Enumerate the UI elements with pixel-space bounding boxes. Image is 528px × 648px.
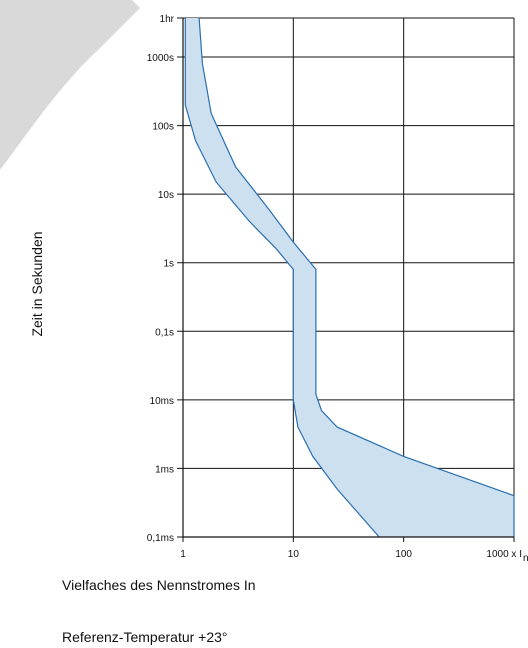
reference-temperature-note: Referenz-Temperatur +23° xyxy=(62,629,228,645)
y-tick-label: 10s xyxy=(158,190,174,201)
y-tick-label: 0,1s xyxy=(155,327,174,338)
plot-frame xyxy=(182,18,514,538)
x-tick-label: 1 xyxy=(180,549,186,560)
x-tick-label: 10 xyxy=(288,549,300,560)
tripping-band xyxy=(184,17,515,538)
y-tick-label: 1hr xyxy=(160,14,175,25)
lower-trip-curve xyxy=(184,18,380,538)
x-tick-label: 1000 x I xyxy=(486,549,522,560)
upper-trip-curve xyxy=(198,17,515,537)
x-axis-label: Vielfaches des Nennstromes In xyxy=(62,577,256,593)
watermark-shape xyxy=(0,0,140,170)
y-tick-label: 100s xyxy=(152,122,174,133)
y-tick-labels: 0,1ms 1ms 10ms 0,1s 1s 10s 100s 1000s 1hr xyxy=(147,14,175,544)
y-tick-label: 0,1ms xyxy=(147,533,174,544)
y-tick-label: 1000s xyxy=(147,53,174,64)
x-unit-subscript: n xyxy=(523,553,528,564)
x-tick-label: 100 xyxy=(395,549,412,560)
y-tick-label: 10ms xyxy=(150,396,174,407)
y-tick-label: 1ms xyxy=(155,464,174,475)
tripping-band-area xyxy=(185,18,515,537)
y-tick-label: 1s xyxy=(163,259,174,270)
y-axis-label: Zeit in Sekunden xyxy=(29,231,45,336)
